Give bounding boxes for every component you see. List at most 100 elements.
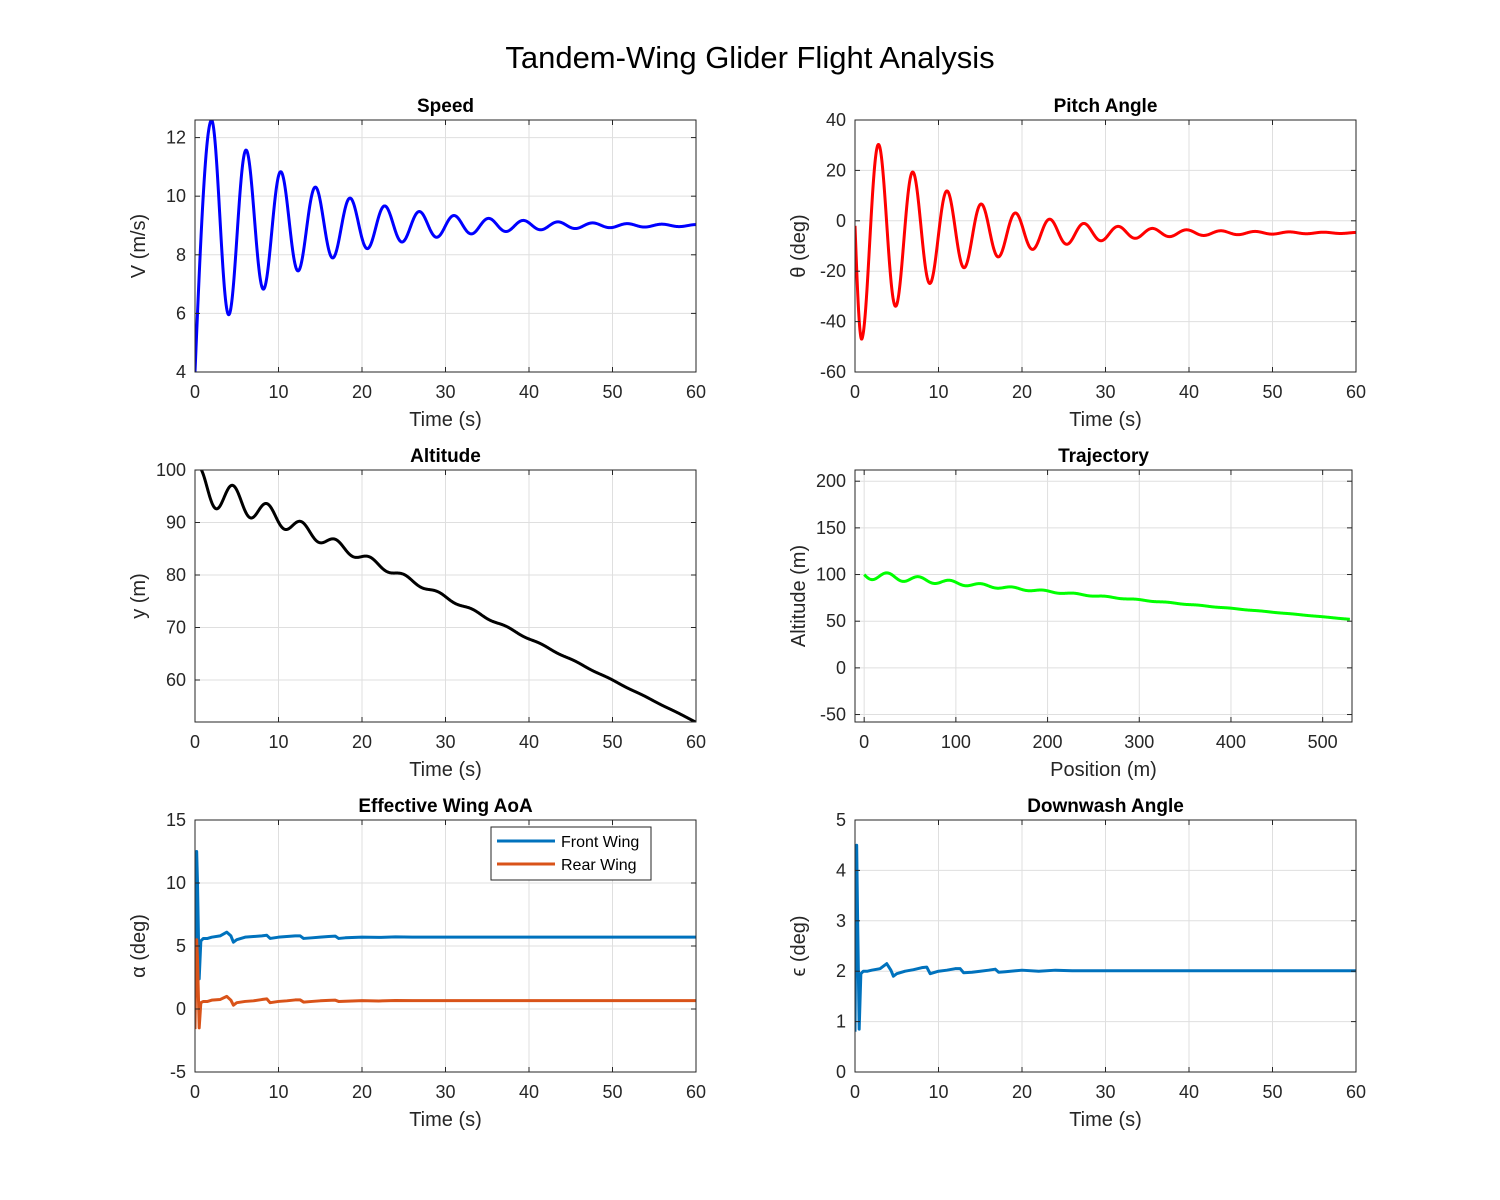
x-tick-label: 50 [602, 732, 622, 752]
x-tick-label: 10 [268, 732, 288, 752]
series-line-aoa-0 [195, 850, 696, 981]
x-tick-label: 20 [1012, 1082, 1032, 1102]
x-tick-label: 0 [190, 1082, 200, 1102]
y-tick-label: 0 [836, 1062, 846, 1082]
chart-title: Pitch Angle [1054, 96, 1158, 117]
y-axis-label: α (deg) [128, 914, 150, 978]
x-tick-label: 60 [1346, 382, 1366, 402]
legend-label: Rear Wing [561, 857, 637, 874]
figure-title: Tandem-Wing Glider Flight Analysis [505, 40, 995, 75]
x-tick-label: 30 [435, 732, 455, 752]
y-tick-label: 70 [166, 618, 186, 638]
y-tick-label: -40 [820, 312, 846, 332]
y-tick-label: 0 [176, 999, 186, 1019]
x-tick-label: 50 [1262, 1082, 1282, 1102]
y-tick-label: 10 [166, 873, 186, 893]
y-axis-label: Altitude (m) [788, 545, 810, 647]
y-tick-label: 10 [166, 186, 186, 206]
y-tick-label: 0 [836, 211, 846, 231]
chart-downwash: 0 10 20 30 40 50 60 0 1 2 3 4 5 Downwash Angle Time (s… [788, 796, 1366, 1131]
chart-altitude: 0 10 20 30 40 50 60 60 70 80 90 100 Altitude Time (s)… [128, 446, 706, 781]
y-tick-label: -60 [820, 362, 846, 382]
y-tick-label: 5 [176, 936, 186, 956]
y-tick-label: -50 [820, 705, 846, 725]
y-tick-label: 50 [826, 611, 846, 631]
y-tick-label: 2 [836, 961, 846, 981]
chart-title: Trajectory [1058, 446, 1149, 467]
x-tick-label: 10 [928, 1082, 948, 1102]
series-line-speed-0 [195, 120, 696, 372]
y-tick-label: 60 [166, 670, 186, 690]
y-tick-label: 4 [836, 860, 846, 880]
legend-label: Front Wing [561, 834, 639, 851]
y-axis-label: y (m) [128, 573, 150, 619]
x-axis-label: Time (s) [409, 759, 482, 781]
x-tick-label: 30 [1095, 1082, 1115, 1102]
y-tick-label: 80 [166, 565, 186, 585]
x-tick-label: 40 [519, 1082, 539, 1102]
series-line-downwash-0 [855, 843, 1356, 1032]
x-tick-label: 100 [941, 732, 971, 752]
x-tick-label: 40 [519, 382, 539, 402]
x-tick-label: 10 [928, 382, 948, 402]
y-tick-label: -20 [820, 261, 846, 281]
y-tick-label: 200 [816, 471, 846, 491]
x-tick-label: 50 [1262, 382, 1282, 402]
x-tick-label: 0 [190, 732, 200, 752]
x-tick-label: 10 [268, 382, 288, 402]
series-line-pitch-0 [855, 143, 1356, 341]
y-tick-label: 15 [166, 810, 186, 830]
series-line-aoa-1 [195, 938, 696, 1030]
x-tick-label: 0 [850, 382, 860, 402]
y-axis-label: ϵ (deg) [788, 915, 810, 976]
legend-box [490, 826, 652, 881]
x-tick-label: 60 [686, 732, 706, 752]
y-tick-label: 12 [166, 128, 186, 148]
y-tick-label: 4 [176, 362, 186, 382]
axes-box [854, 469, 1353, 723]
chart-pitch: 0 10 20 30 40 50 60 -60 -40 -20 0 20 40 Pitch Angle Ti… [788, 96, 1366, 431]
x-tick-label: 30 [1095, 382, 1115, 402]
x-tick-label: 20 [1012, 382, 1032, 402]
x-tick-label: 500 [1308, 732, 1338, 752]
y-tick-label: 150 [816, 518, 846, 538]
x-axis-label: Time (s) [1069, 409, 1142, 431]
chart-title: Altitude [410, 446, 481, 467]
x-tick-label: 0 [850, 1082, 860, 1102]
x-tick-label: 50 [602, 1082, 622, 1102]
legend: Front Wing Rear Wing [490, 826, 652, 881]
x-tick-label: 300 [1124, 732, 1154, 752]
chart-trajectory: 0 100 200 300 400 500 -50 0 50 100 150 200 Trajector… [788, 446, 1353, 781]
x-tick-label: 40 [519, 732, 539, 752]
chart-speed: 0 10 20 30 40 50 60 4 6 8 10 12 Speed Time (s) V (m/s) [128, 96, 706, 431]
x-tick-label: 20 [352, 382, 372, 402]
x-tick-label: 400 [1216, 732, 1246, 752]
y-tick-label: 90 [166, 513, 186, 533]
x-tick-label: 60 [686, 1082, 706, 1102]
x-axis-label: Time (s) [1069, 1109, 1142, 1131]
x-tick-label: 40 [1179, 1082, 1199, 1102]
series-line-trajectory-0 [863, 571, 1352, 621]
x-tick-label: 60 [686, 382, 706, 402]
y-tick-label: 100 [156, 460, 186, 480]
x-tick-label: 40 [1179, 382, 1199, 402]
x-tick-label: 20 [352, 1082, 372, 1102]
series-line-altitude-0 [195, 470, 696, 722]
y-tick-label: 5 [836, 810, 846, 830]
y-tick-label: 3 [836, 911, 846, 931]
x-tick-label: 10 [268, 1082, 288, 1102]
x-axis-label: Position (m) [1050, 759, 1157, 781]
y-tick-label: 20 [826, 160, 846, 180]
x-axis-label: Time (s) [409, 409, 482, 431]
y-tick-label: 8 [176, 245, 186, 265]
x-tick-label: 200 [1033, 732, 1063, 752]
x-tick-label: 30 [435, 1082, 455, 1102]
y-tick-label: 6 [176, 303, 186, 323]
y-tick-label: -5 [170, 1062, 186, 1082]
x-tick-label: 0 [190, 382, 200, 402]
x-axis-label: Time (s) [409, 1109, 482, 1131]
y-tick-label: 0 [836, 658, 846, 678]
x-tick-label: 60 [1346, 1082, 1366, 1102]
